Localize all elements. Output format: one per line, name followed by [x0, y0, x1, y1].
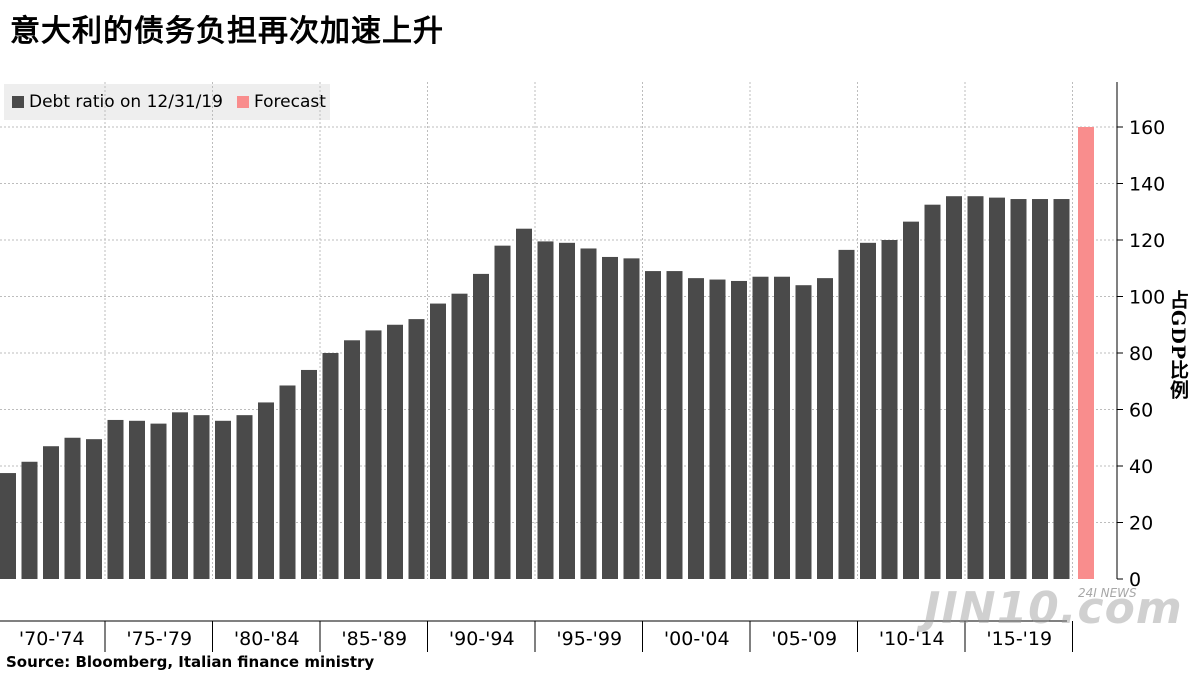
- chart-title: 意大利的债务负担再次加速上升: [10, 14, 444, 49]
- bar-debt: [537, 241, 554, 579]
- bar-debt: [795, 285, 812, 579]
- bar-debt: [473, 273, 489, 579]
- legend-label-forecast: Forecast: [253, 92, 326, 112]
- bar-debt: [559, 242, 575, 579]
- watermark-logo: JIN10.com: [924, 583, 1183, 634]
- y-tick-label: 80: [1129, 343, 1153, 365]
- bar-debt: [86, 439, 102, 579]
- bar-debt: [602, 256, 618, 579]
- legend-swatch-debt: [12, 96, 24, 108]
- bar-debt: [258, 402, 274, 579]
- bar-debt: [1032, 199, 1048, 579]
- y-tick-label: 40: [1129, 456, 1153, 478]
- bar-debt: [1010, 199, 1027, 579]
- bar-debt: [43, 446, 59, 579]
- y-tick-label: 0: [1129, 569, 1141, 591]
- bar-debt: [1053, 199, 1070, 579]
- legend: Debt ratio on 12/31/19 Forecast: [4, 84, 330, 120]
- x-tick-label: '75-'79: [126, 628, 192, 650]
- bar-debt: [64, 437, 81, 579]
- bar-debt: [408, 319, 425, 579]
- bar-debt: [236, 415, 253, 579]
- bar-debt: [688, 278, 704, 579]
- bar-debt: [387, 324, 403, 579]
- bar-debt: [193, 415, 210, 579]
- watermark-tag: 24I NEWS: [1078, 586, 1137, 600]
- bar-debt: [129, 420, 145, 579]
- bar-debt: [344, 340, 360, 579]
- x-tick-label: '85-'89: [341, 628, 407, 650]
- x-tick-label: '95-'99: [556, 628, 622, 650]
- y-tick-label: 20: [1129, 513, 1153, 535]
- bar-debt: [967, 196, 984, 579]
- bar-debt: [279, 385, 296, 579]
- y-tick-label: 120: [1129, 230, 1165, 252]
- legend-item-forecast: Forecast: [236, 92, 326, 112]
- bar-debt: [172, 412, 188, 579]
- x-tick-label: '90-'94: [449, 628, 515, 650]
- bar-debt: [107, 419, 124, 579]
- bar-debt: [860, 242, 876, 579]
- x-tick-label: '15-'19: [986, 628, 1052, 650]
- y-tick-label: 60: [1129, 400, 1153, 422]
- bar-debt: [365, 330, 382, 579]
- bar-forecast: [1078, 127, 1094, 579]
- bar-debt: [989, 197, 1005, 579]
- legend-label-debt: Debt ratio on 12/31/19: [29, 92, 223, 112]
- bar-debt: [838, 249, 855, 579]
- x-tick-label: '05-'09: [771, 628, 837, 650]
- bar-debt: [494, 245, 511, 579]
- bar-debt: [516, 228, 532, 579]
- bar-debt: [21, 461, 38, 579]
- x-tick-label: '10-'14: [879, 628, 945, 650]
- bar-debt: [580, 248, 597, 579]
- bar-debt: [774, 276, 790, 579]
- bar-debt: [430, 303, 446, 579]
- source-note: Source: Bloomberg, Italian finance minis…: [6, 653, 375, 671]
- bar-debt: [322, 353, 339, 579]
- bar-debt: [645, 271, 661, 579]
- x-tick-label: '70-'74: [19, 628, 85, 650]
- bar-debt: [709, 279, 726, 579]
- bar-debt: [666, 271, 683, 579]
- y-tick-label: 100: [1129, 287, 1165, 309]
- bar-debt: [0, 473, 16, 579]
- bar-debt: [215, 420, 231, 579]
- y-tick-label: 140: [1129, 174, 1165, 196]
- bar-debt: [301, 369, 317, 579]
- bar-debt: [817, 278, 833, 579]
- y-tick-label: 160: [1129, 117, 1165, 139]
- x-tick-label: '80-'84: [234, 628, 300, 650]
- y-axis-label: 占GDP比例: [1167, 290, 1189, 400]
- bar-debt: [924, 204, 941, 579]
- bar-debt: [903, 221, 919, 579]
- bar-debt: [731, 280, 747, 579]
- legend-swatch-forecast: [236, 96, 249, 108]
- bar-debt: [623, 258, 640, 579]
- bar-debt: [451, 293, 468, 579]
- bar-debt: [752, 276, 769, 579]
- bar-debt: [881, 240, 898, 579]
- bar-debt: [150, 423, 167, 579]
- x-tick-label: '00-'04: [664, 628, 730, 650]
- legend-item-debt: Debt ratio on 12/31/19: [12, 92, 223, 112]
- bar-debt: [946, 196, 962, 579]
